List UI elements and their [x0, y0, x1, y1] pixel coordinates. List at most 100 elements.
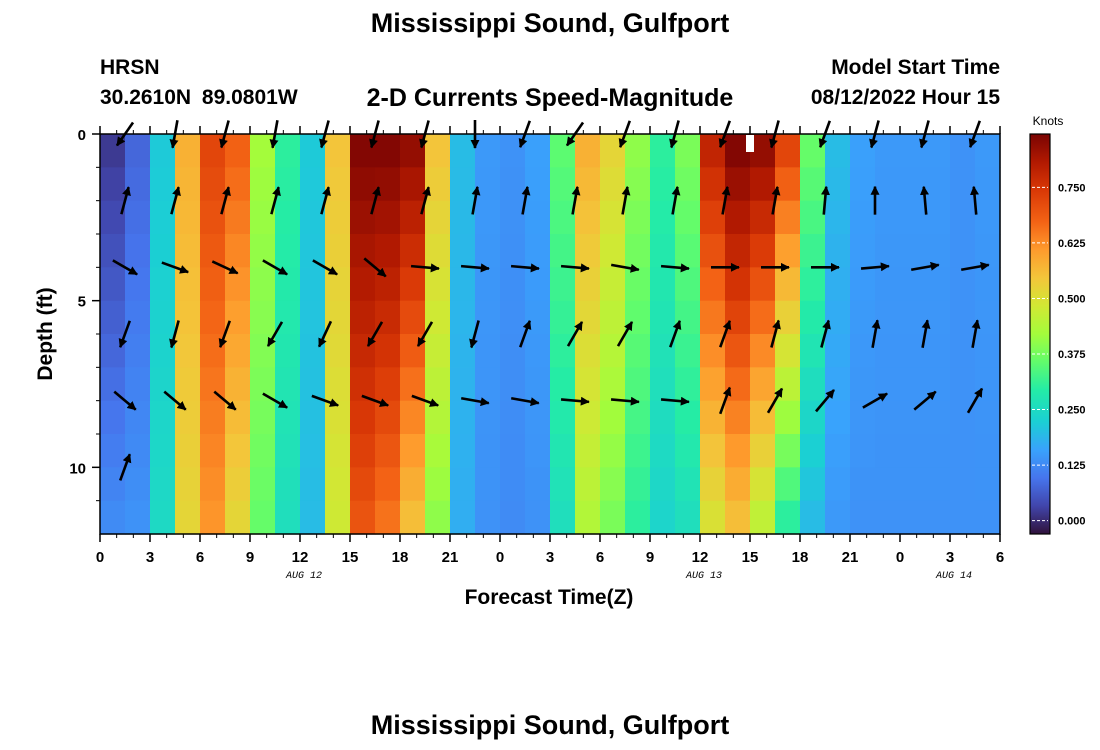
- heatmap-cell: [775, 300, 801, 335]
- heatmap-cell: [600, 167, 626, 202]
- current-vector: [163, 390, 187, 411]
- heatmap-cell: [975, 134, 1001, 168]
- heatmap-cell: [750, 300, 776, 335]
- current-vector: [363, 257, 387, 278]
- heatmap-cell: [400, 300, 426, 335]
- colorbar-tick-label: 0.625: [1058, 238, 1086, 250]
- heatmap-cell: [350, 300, 376, 335]
- current-vector: [510, 263, 540, 273]
- heatmap-cell: [375, 267, 401, 302]
- heatmap-cell: [950, 334, 976, 368]
- x-tick-label: 6: [996, 549, 1004, 566]
- heatmap-cell: [600, 434, 626, 468]
- heatmap-cell: [400, 267, 426, 302]
- heatmap-cell: [175, 167, 201, 202]
- heatmap-cell: [500, 334, 526, 368]
- heatmap-cell: [375, 367, 401, 402]
- current-vector: [566, 321, 584, 347]
- heatmap-cell: [800, 267, 826, 302]
- heatmap-cell: [100, 500, 126, 535]
- heatmap-cell: [425, 134, 451, 168]
- heatmap-cell: [100, 467, 126, 502]
- heatmap-cell: [950, 134, 976, 168]
- heatmap-cell: [175, 467, 201, 502]
- heatmap-cell: [675, 134, 701, 168]
- heatmap-cell: [150, 367, 176, 402]
- heatmap-cell: [125, 334, 151, 368]
- heatmap-cell: [450, 167, 476, 202]
- heatmap-cell: [450, 434, 476, 468]
- heatmap-cell: [625, 267, 651, 302]
- heatmap-cell: [175, 367, 201, 402]
- heatmap-cell: [275, 467, 301, 502]
- heatmap-cell: [850, 367, 876, 402]
- heatmap-cell: [850, 400, 876, 435]
- heatmap-cell: [675, 167, 701, 202]
- heatmap-cell: [250, 500, 276, 535]
- x-tick-label: 3: [546, 549, 554, 566]
- heatmap-cell: [400, 500, 426, 535]
- heatmap-cell: [850, 467, 876, 502]
- heatmap-cell: [575, 500, 601, 535]
- heatmap-cell: [875, 434, 901, 468]
- heatmap-cell: [750, 200, 776, 235]
- heatmap-cell: [575, 267, 601, 302]
- heatmap-cell: [850, 500, 876, 535]
- heatmap-cell: [625, 234, 651, 268]
- heatmap-cell: [575, 234, 601, 268]
- heatmap-cell: [750, 167, 776, 202]
- current-vector: [668, 319, 682, 348]
- heatmap-cell: [275, 200, 301, 235]
- heatmap-cell: [300, 434, 326, 468]
- heatmap-cell: [875, 200, 901, 235]
- heatmap-cell: [525, 434, 551, 468]
- heatmap-cell: [600, 267, 626, 302]
- heatmap-cell: [925, 334, 951, 368]
- heatmap-cell: [225, 434, 251, 468]
- heatmap-cell: [800, 200, 826, 235]
- current-vector: [366, 321, 384, 347]
- current-vector: [913, 390, 937, 411]
- heatmap-cell: [875, 400, 901, 435]
- heatmap-cell: [300, 134, 326, 168]
- heatmap-cell: [850, 334, 876, 368]
- current-vector: [170, 186, 181, 215]
- heatmap-cell: [125, 467, 151, 502]
- heatmap-cell: [950, 200, 976, 235]
- current-vector: [921, 319, 931, 349]
- heatmap-cell: [850, 134, 876, 168]
- heatmap-cell: [625, 367, 651, 402]
- heatmap-cell: [675, 300, 701, 335]
- heatmap-cell: [400, 200, 426, 235]
- current-vector: [161, 261, 190, 274]
- heatmap-cell: [475, 500, 501, 535]
- heatmap-cell: [125, 300, 151, 335]
- speed-heatmap: [100, 134, 1001, 535]
- heatmap-cell: [525, 367, 551, 402]
- current-vector: [821, 185, 830, 215]
- heatmap-cell: [275, 367, 301, 402]
- heatmap-cell: [750, 267, 776, 302]
- heatmap-cell: [500, 200, 526, 235]
- model-start-marker: [746, 135, 754, 152]
- current-vector: [270, 186, 281, 215]
- heatmap-cell: [350, 134, 376, 168]
- heatmap-cell: [225, 367, 251, 402]
- heatmap-cell: [825, 467, 851, 502]
- heatmap-cell: [700, 500, 726, 535]
- current-vector: [262, 259, 288, 276]
- heatmap-cell: [875, 134, 901, 168]
- heatmap-cell: [850, 300, 876, 335]
- heatmap-cell: [900, 167, 926, 202]
- heatmap-cell: [725, 367, 751, 402]
- x-tick-label: 9: [246, 549, 254, 566]
- heatmap-cell: [800, 467, 826, 502]
- footer-title: Mississippi Sound, Gulfport: [370, 710, 730, 740]
- current-vector: [770, 319, 781, 348]
- heatmap-cell: [950, 434, 976, 468]
- heatmap-cell: [350, 200, 376, 235]
- heatmap-cell: [125, 234, 151, 268]
- heatmap-cell: [925, 400, 951, 435]
- x-tick-label: 18: [392, 549, 409, 566]
- heatmap-cell: [600, 467, 626, 502]
